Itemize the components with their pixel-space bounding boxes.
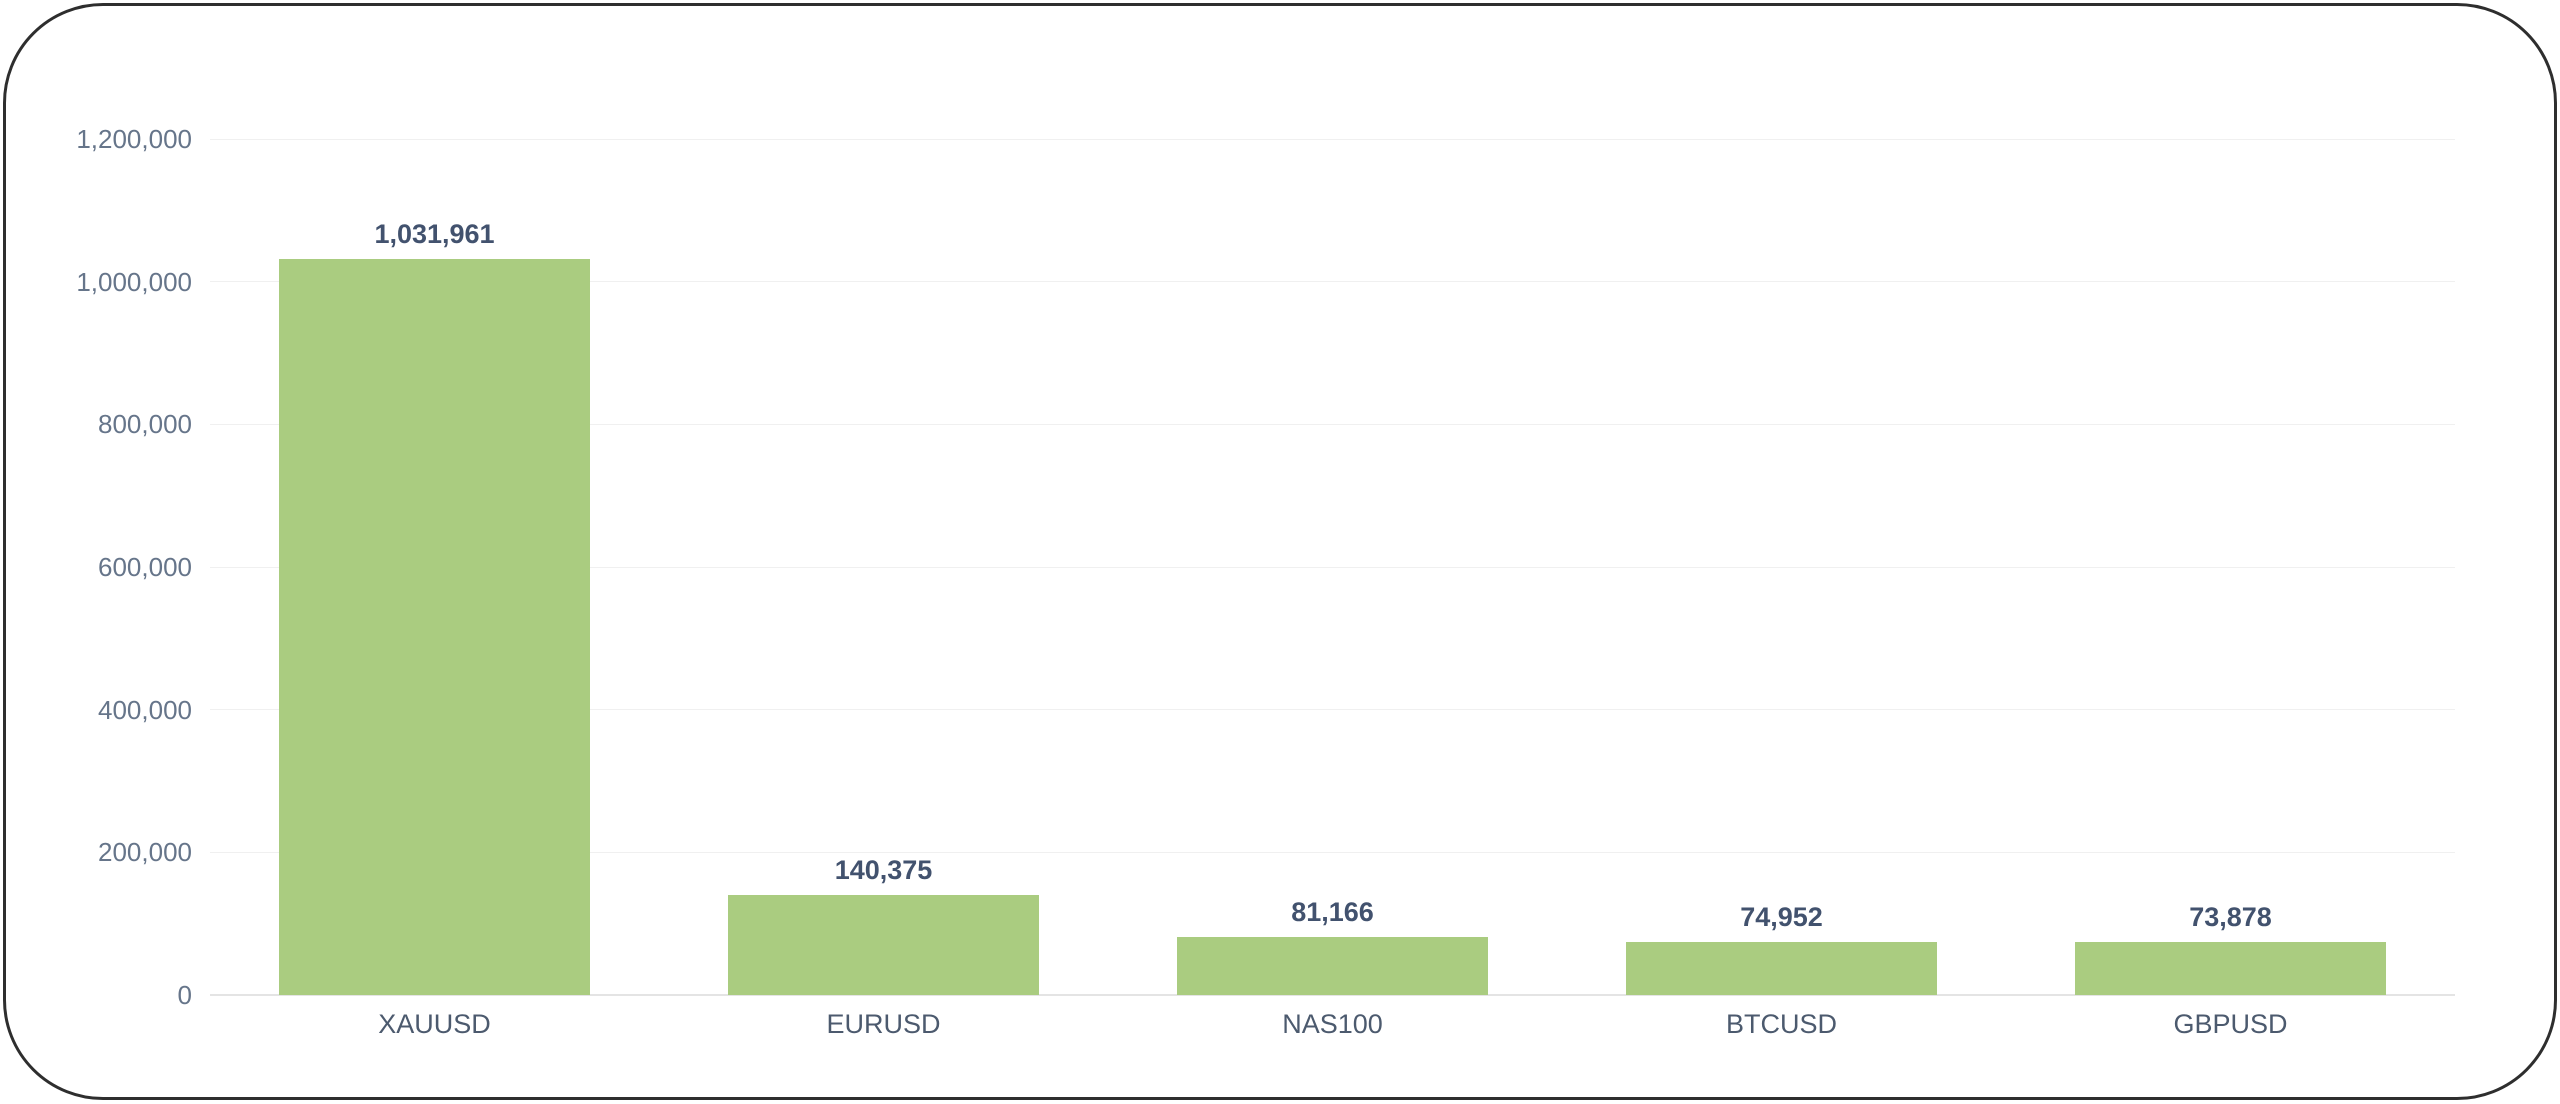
- x-axis-category-label: NAS100: [1282, 1009, 1383, 1039]
- y-axis-tick-label: 1,000,000: [76, 266, 192, 297]
- grid-line: [210, 281, 2455, 283]
- y-axis-tick-label: 400,000: [98, 694, 192, 725]
- bar-value-label: 73,878: [2189, 902, 2272, 933]
- bar[interactable]: [728, 894, 1039, 995]
- x-axis-category-label: BTCUSD: [1725, 1009, 1837, 1039]
- y-axis-tick-label: 800,000: [98, 409, 192, 440]
- grid-line: [210, 566, 2455, 568]
- bar[interactable]: [1177, 937, 1488, 995]
- grid-line: [210, 709, 2455, 711]
- bar-value-label: 1,031,961: [374, 218, 495, 249]
- bar-value-label: 74,952: [1740, 901, 1823, 932]
- bar[interactable]: [2075, 942, 2386, 995]
- y-axis-tick-label: 200,000: [98, 837, 192, 868]
- grid-line: [210, 423, 2455, 425]
- grid-line: [210, 138, 2455, 140]
- y-axis-tick-label: 0: [177, 980, 192, 1010]
- bar-value-label: 140,375: [834, 854, 933, 885]
- chart-card: 0 200,000 400,000 600,000 800,000 1,000,000 1,…: [3, 3, 2557, 1100]
- x-axis-category-label: GBPUSD: [2173, 1009, 2288, 1039]
- bar-value-label: 81,166: [1291, 897, 1374, 928]
- y-axis-tick-label: 600,000: [98, 552, 192, 582]
- zero-axis-line: [210, 994, 2455, 996]
- bar[interactable]: [1626, 941, 1937, 995]
- y-axis-tick-label: 1,200,000: [76, 124, 192, 154]
- bar-chart: 0 200,000 400,000 600,000 800,000 1,000,000 1,…: [6, 6, 2554, 1097]
- x-axis-category-label: EURUSD: [826, 1009, 941, 1039]
- x-axis-category-label: XAUUSD: [378, 1009, 491, 1039]
- grid-line: [210, 851, 2455, 853]
- bar[interactable]: [279, 258, 590, 995]
